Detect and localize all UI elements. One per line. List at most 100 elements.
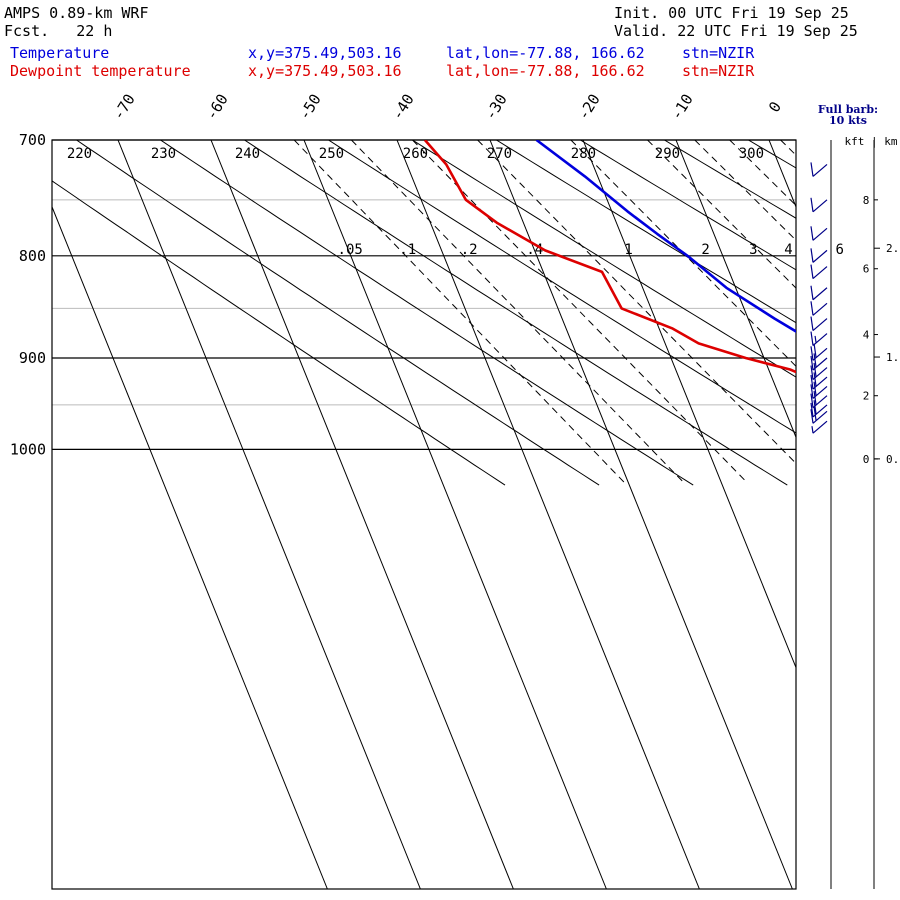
- dry-adiabat-220: [76, 140, 600, 486]
- isotherm-label--30: -30: [481, 91, 511, 124]
- isotherm-label--60: -60: [202, 91, 232, 124]
- theta-label-260: 260: [403, 146, 428, 162]
- mixing-ratio-0.4: [477, 140, 796, 465]
- theta-label-290: 290: [655, 146, 680, 162]
- dry-adiabat-250: [328, 140, 796, 434]
- barb-flag: [810, 197, 814, 212]
- kft-label-6: 6: [863, 263, 870, 276]
- mixing-ratio-6: [780, 140, 796, 156]
- kft-label-8: 8: [863, 194, 870, 207]
- mixing-ratio-label-.2: .2: [461, 242, 478, 258]
- pressure-label-700: 700: [19, 131, 46, 149]
- kft-label-2: 2: [863, 390, 870, 403]
- wind-barb-875: [810, 331, 828, 347]
- barb-legend-subtitle: 10 kts: [828, 114, 868, 127]
- init-time: Init. 00 UTC Fri 19 Sep 25: [614, 4, 849, 22]
- kft-label-4: 4: [863, 329, 870, 342]
- mixing-ratio-label-.1: .1: [399, 242, 416, 258]
- dewpoint-station: stn=NZIR: [682, 62, 755, 80]
- barb-staff: [812, 227, 828, 241]
- temperature-xy: x,y=375.49,503.16: [248, 44, 402, 62]
- barb-staff: [812, 199, 828, 213]
- mixing-ratio-0.2: [412, 140, 749, 484]
- km-label-0.: 0.: [886, 453, 899, 466]
- dry-adiabat-230: [160, 140, 694, 486]
- km-label-1.: 1.: [886, 351, 899, 364]
- barb-staff: [812, 333, 828, 347]
- barb-half-flag: [811, 426, 814, 434]
- theta-label-300: 300: [739, 146, 764, 162]
- mixing-ratio-0.1: [351, 140, 685, 484]
- isotherm-label--50: -50: [295, 91, 325, 124]
- height-axis: kft | km 8 6 4 2 0 2. 1. 0.: [845, 135, 899, 889]
- pressure-label-1000: 1000: [10, 440, 46, 458]
- barb-staff: [812, 163, 828, 177]
- mixing-ratio-label-.05: .05: [338, 242, 363, 258]
- isotherm--50: [303, 140, 607, 889]
- dewpoint-profile: [423, 140, 796, 374]
- isotherm--70: [117, 140, 421, 889]
- kft-label-0: 0: [863, 453, 870, 466]
- pressure-label-800: 800: [19, 247, 46, 265]
- valid-time: Valid. 22 UTC Fri 19 Sep 25: [614, 22, 858, 40]
- theta-label-250: 250: [319, 146, 344, 162]
- barb-flag: [810, 384, 814, 399]
- wind-barb-720: [810, 162, 828, 177]
- wind-barb-775: [810, 226, 828, 241]
- forecast-hour: Fcst. 22 h: [4, 22, 113, 40]
- barb-staff: [812, 302, 828, 316]
- barb-flag: [810, 346, 814, 361]
- isotherm-label--40: -40: [388, 91, 418, 124]
- mixing-ratio-2: [647, 140, 796, 289]
- barb-flag: [813, 381, 817, 396]
- mixing-ratio-label-1: 1: [624, 242, 632, 258]
- mixing-ratio-0.05: [293, 140, 626, 484]
- barb-staff: [812, 266, 828, 280]
- barb-flag: [810, 402, 814, 417]
- barb-staff: [812, 318, 828, 332]
- dry-adiabat-300: [748, 140, 796, 169]
- isotherm--10: [675, 140, 796, 439]
- wind-barb-845: [810, 301, 828, 316]
- dry-adiabat-240: [244, 140, 788, 486]
- mixing-ratio-1: [570, 140, 796, 367]
- wind-barbs: [810, 140, 832, 889]
- barb-flag: [810, 301, 814, 316]
- barb-staff: [812, 410, 828, 424]
- barb-flag: [810, 248, 814, 263]
- isotherm--60: [210, 140, 514, 889]
- mixing-ratio-label-2: 2: [701, 242, 709, 258]
- barb-flag: [810, 409, 814, 424]
- dry-adiabat-310: [832, 140, 900, 485]
- temperature-latlon: lat,lon=-77.88, 166.62: [446, 44, 645, 62]
- km-label-2.: 2.: [886, 242, 899, 255]
- mixing-ratio-label-4: 4: [784, 242, 792, 258]
- dry-adiabat-280: [580, 140, 796, 271]
- temperature-station: stn=NZIR: [682, 44, 755, 62]
- temperature-legend-label: Temperature: [10, 44, 110, 62]
- barb-flag: [810, 285, 814, 300]
- dry-adiabat-210: [52, 180, 506, 486]
- minor-isobars: [52, 199, 796, 406]
- barb-staff: [812, 420, 828, 434]
- barb-staff: [812, 287, 828, 301]
- pressure-label-900: 900: [19, 349, 46, 367]
- wind-barb-957: [810, 406, 828, 424]
- barb-staff: [812, 249, 828, 263]
- isotherm--80: [52, 205, 328, 889]
- barb-flag: [813, 390, 817, 406]
- height-units-label: kft | km: [845, 135, 898, 148]
- barb-flag: [810, 355, 814, 371]
- dewpoint-latlon: lat,lon=-77.88, 166.62: [446, 62, 645, 80]
- dry-adiabats: [52, 140, 900, 486]
- temperature-profile: [535, 140, 796, 333]
- barb-flag: [813, 362, 817, 378]
- barb-flag: [810, 365, 814, 380]
- theta-label-270: 270: [487, 146, 512, 162]
- isotherms: [52, 140, 796, 889]
- wind-barb-968: [811, 420, 828, 434]
- theta-label-240: 240: [235, 146, 260, 162]
- barb-flag: [810, 162, 814, 177]
